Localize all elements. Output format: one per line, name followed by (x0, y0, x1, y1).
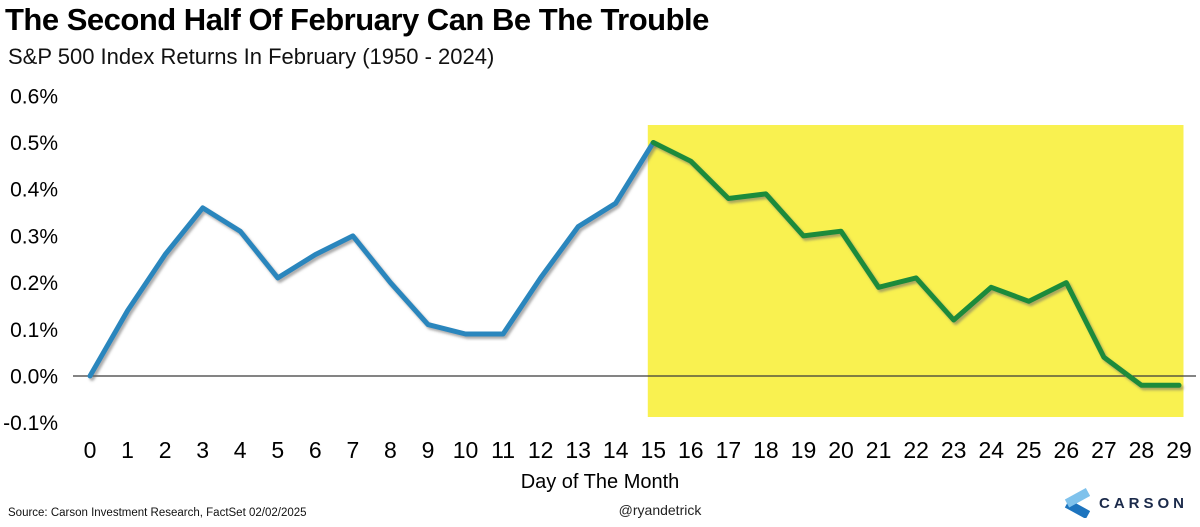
y-tick-label: 0.5% (10, 132, 58, 155)
x-tick-label: 19 (791, 437, 817, 463)
chart-subtitle: S&P 500 Index Returns In February (1950 … (8, 44, 495, 69)
x-tick-label: 10 (453, 437, 479, 463)
y-tick-label: 0.0% (10, 366, 58, 389)
x-tick-label: 2 (159, 437, 172, 463)
x-tick-label: 18 (753, 437, 779, 463)
x-tick-label: 9 (422, 437, 435, 463)
chart-title: The Second Half Of February Can Be The T… (5, 2, 709, 37)
x-tick-label: 3 (196, 437, 209, 463)
x-tick-label: 4 (234, 437, 247, 463)
x-tick-label: 0 (84, 437, 97, 463)
x-tick-label: 24 (978, 437, 1004, 463)
x-tick-label: 22 (903, 437, 929, 463)
x-tick-label: 11 (491, 437, 515, 463)
x-tick-label: 5 (271, 437, 284, 463)
y-tick-label: 0.6% (10, 85, 58, 108)
y-tick-label: 0.3% (10, 225, 58, 248)
source-note: Source: Carson Investment Research, Fact… (8, 507, 307, 519)
y-tick-label: 0.4% (10, 179, 58, 202)
carson-logo-icon (1064, 488, 1090, 518)
x-tick-label: 12 (528, 437, 554, 463)
y-tick-label: 0.2% (10, 272, 58, 295)
x-tick-label: 21 (866, 437, 892, 463)
x-tick-label: 1 (121, 437, 134, 463)
series-line-second-half (650, 140, 1182, 388)
x-tick-label: 6 (309, 437, 322, 463)
author-handle: @ryandetrick (618, 502, 702, 518)
x-tick-label: 27 (1091, 437, 1117, 463)
carson-logo-text: CARSON (1098, 494, 1188, 512)
x-tick-label: 13 (565, 437, 591, 463)
highlight-region (647, 125, 1184, 417)
series-line-first-half (87, 140, 656, 379)
x-tick-label: 16 (678, 437, 704, 463)
x-tick-label: 29 (1166, 437, 1192, 463)
carson-logo: CARSON (1062, 488, 1188, 518)
x-tick-label: 8 (384, 437, 397, 463)
x-tick-label: 23 (941, 437, 967, 463)
x-tick-label: 17 (716, 437, 742, 463)
x-tick-label: 28 (1129, 437, 1155, 463)
x-tick-label: 20 (828, 437, 854, 463)
x-tick-label: 25 (1016, 437, 1042, 463)
x-tick-label: 15 (640, 437, 666, 463)
x-tick-label: 26 (1054, 437, 1080, 463)
x-axis-title: Day of The Month (520, 471, 680, 493)
y-tick-label: -0.1% (3, 412, 58, 435)
y-tick-label: 0.1% (10, 319, 58, 342)
x-tick-label: 14 (603, 437, 629, 463)
x-tick-label: 7 (346, 437, 359, 463)
